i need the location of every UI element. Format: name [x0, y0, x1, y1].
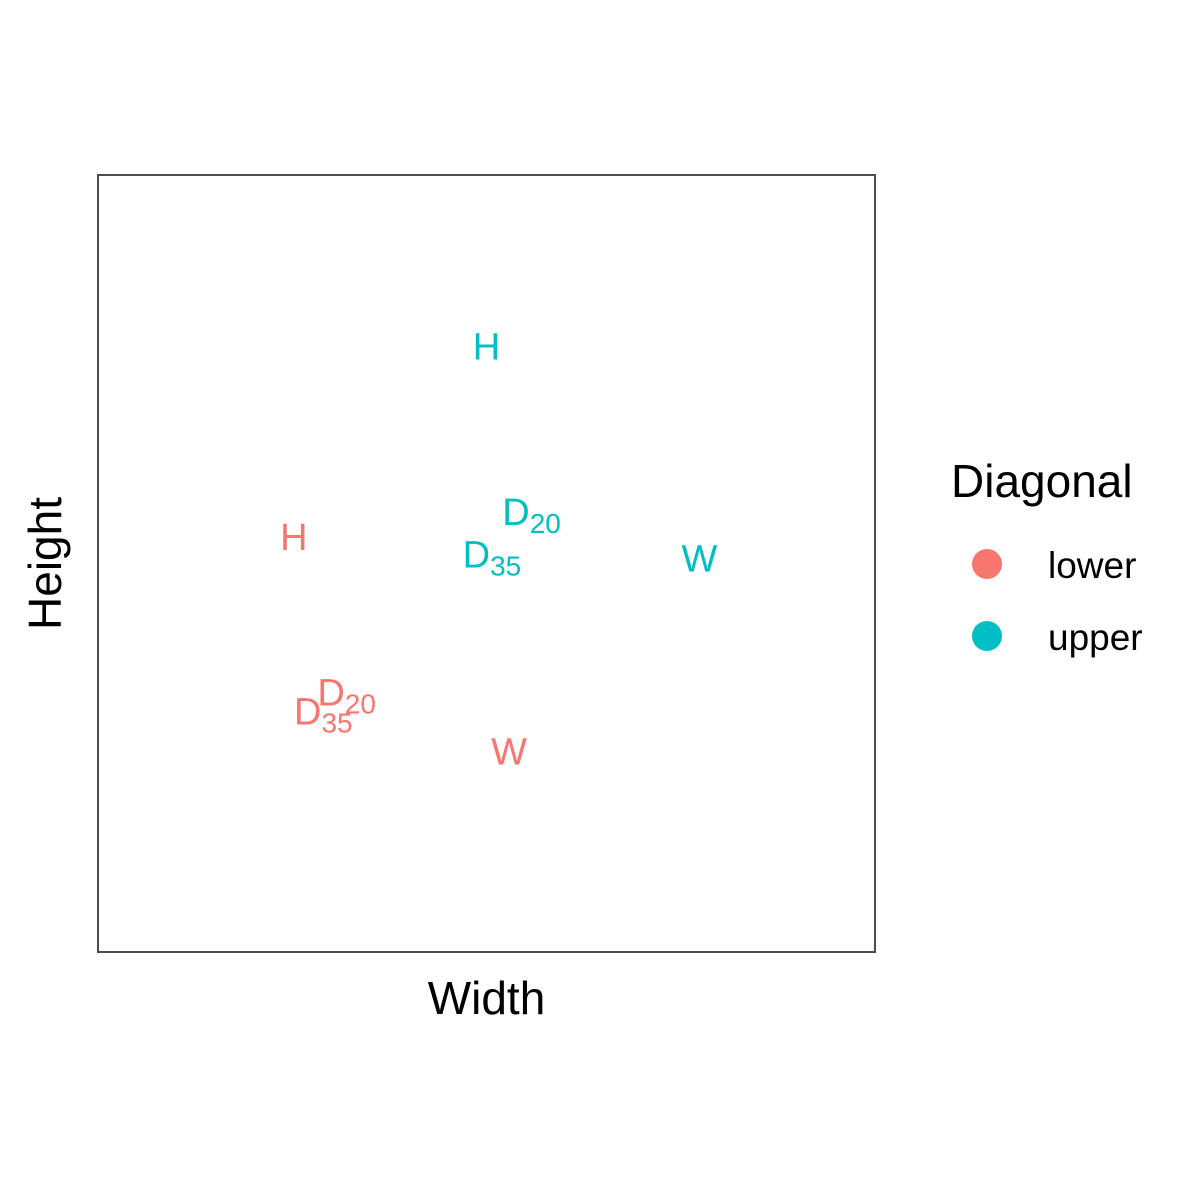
legend-title: Diagonal [951, 455, 1133, 507]
x-axis-title: Width [428, 972, 546, 1024]
legend-key-lower [972, 549, 1002, 579]
point-label-upper-d20: D20 [502, 492, 561, 539]
point-label-upper-d35: D35 [463, 535, 522, 582]
point-label-upper-w: W [681, 539, 717, 581]
point-label-lower-h: H [280, 517, 307, 559]
point-label-lower-w: W [491, 731, 527, 773]
legend: Diagonal lower upper [951, 455, 1143, 658]
point-label-lower-d35: D35 [294, 692, 353, 739]
point-label-upper-h: H [473, 326, 500, 368]
legend-key-upper [972, 621, 1002, 651]
point-label-lower-d20: D20 [317, 672, 376, 719]
plot-panel-border [97, 174, 876, 953]
legend-label-upper: upper [1048, 617, 1143, 658]
legend-label-lower: lower [1048, 545, 1136, 586]
y-axis-title: Height [19, 497, 71, 630]
